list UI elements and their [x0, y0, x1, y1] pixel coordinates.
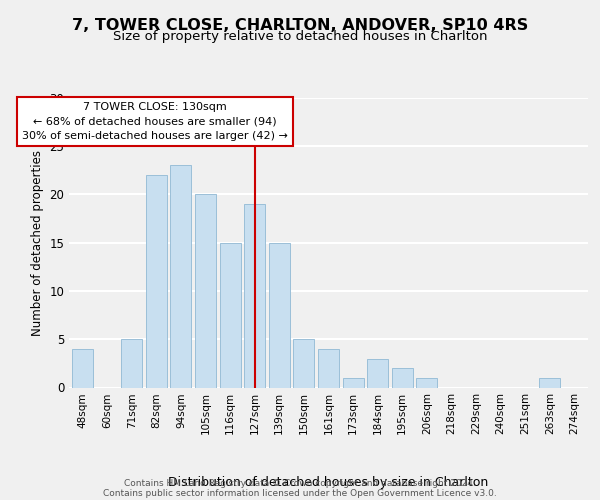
Text: Contains public sector information licensed under the Open Government Licence v3: Contains public sector information licen…: [103, 489, 497, 498]
Bar: [293, 339, 314, 388]
Bar: [269, 242, 290, 388]
Bar: [367, 358, 388, 388]
Bar: [392, 368, 413, 388]
Bar: [539, 378, 560, 388]
Text: 7, TOWER CLOSE, CHARLTON, ANDOVER, SP10 4RS: 7, TOWER CLOSE, CHARLTON, ANDOVER, SP10 …: [72, 18, 528, 34]
Bar: [318, 349, 339, 388]
Y-axis label: Number of detached properties: Number of detached properties: [31, 150, 44, 336]
Bar: [121, 339, 142, 388]
Bar: [72, 349, 93, 388]
Text: Size of property relative to detached houses in Charlton: Size of property relative to detached ho…: [113, 30, 487, 43]
Bar: [170, 165, 191, 388]
Text: 7 TOWER CLOSE: 130sqm
← 68% of detached houses are smaller (94)
30% of semi-deta: 7 TOWER CLOSE: 130sqm ← 68% of detached …: [22, 102, 287, 141]
Text: Contains HM Land Registry data © Crown copyright and database right 2024.: Contains HM Land Registry data © Crown c…: [124, 479, 476, 488]
Bar: [416, 378, 437, 388]
Bar: [146, 175, 167, 388]
Bar: [195, 194, 216, 388]
X-axis label: Distribution of detached houses by size in Charlton: Distribution of detached houses by size …: [169, 476, 488, 489]
Bar: [220, 242, 241, 388]
Bar: [343, 378, 364, 388]
Bar: [244, 204, 265, 388]
